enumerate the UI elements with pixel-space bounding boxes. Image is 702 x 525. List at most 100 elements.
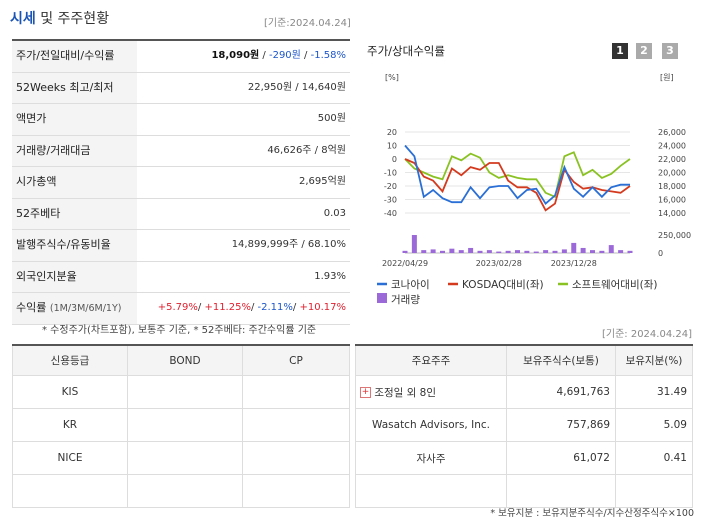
holder-name[interactable]: 조정일 외 8인 bbox=[374, 386, 436, 399]
y-left-tick-label: -20 bbox=[384, 182, 397, 191]
volume-bar bbox=[561, 249, 567, 253]
volume-bar bbox=[430, 249, 436, 253]
legend-swatch bbox=[377, 293, 387, 303]
vol-tick-label: 250,000 bbox=[658, 231, 691, 240]
info-value: 46,626주 / 8억원 bbox=[267, 144, 346, 156]
info-value: 18,090원 / -290원 / -1.58% bbox=[211, 50, 346, 61]
cell bbox=[242, 474, 350, 508]
volume-bar bbox=[580, 247, 586, 253]
table-row bbox=[12, 474, 350, 508]
price-chart: 20 10 0 -10 -20 -30 -40 26,000 24,000 22,000 20,00… bbox=[377, 73, 691, 306]
info-row: 액면가 500원 bbox=[12, 104, 350, 136]
right-note: * 보유지분 : 보유지분주식수/지수산정주식수×100 bbox=[490, 508, 694, 519]
returns-sublabel: (1M/3M/6M/1Y) bbox=[49, 303, 122, 314]
title-highlight: 시세 bbox=[10, 11, 36, 27]
volume-bar bbox=[505, 250, 511, 253]
table-header-row: 신용등급 BOND CP bbox=[12, 344, 350, 376]
y-right-unit: [원] bbox=[660, 73, 674, 82]
cell bbox=[127, 408, 243, 442]
section-title: 시세 및 주주현황 bbox=[10, 8, 109, 28]
volume-bar bbox=[449, 248, 455, 253]
y-right-tick-label: 22,000 bbox=[658, 155, 686, 164]
bottom-date-stamp: [기준: 2024.04.24] bbox=[601, 329, 692, 340]
y-right-tick-label: 26,000 bbox=[658, 128, 686, 137]
rate-value: -1.58% bbox=[310, 50, 346, 61]
x-tick-label: 2022/04/29 bbox=[382, 259, 428, 268]
cell: KR bbox=[12, 408, 128, 442]
date-stamp: [기준:2024.04.24] bbox=[264, 18, 351, 29]
cell bbox=[242, 375, 350, 409]
y-left-tick-label: -10 bbox=[384, 169, 397, 178]
info-row-price: 주가/전일대비/수익률 18,090원 / -290원 / -1.58% bbox=[12, 41, 350, 73]
volume-bar bbox=[627, 250, 633, 253]
info-value: 14,899,999주 / 68.10% bbox=[231, 239, 346, 250]
volume-bar bbox=[468, 247, 474, 253]
chart-tab-3[interactable]: 3 bbox=[662, 43, 678, 59]
y-right-tick-label: 24,000 bbox=[658, 142, 686, 151]
holder-name: Wasatch Advisors, Inc. bbox=[355, 408, 507, 442]
info-label: 52Weeks 최고/최저 bbox=[12, 72, 137, 103]
volume-bar bbox=[402, 250, 408, 253]
holder-name-cell[interactable]: + 조정일 외 8인 bbox=[355, 375, 507, 409]
cell bbox=[127, 441, 243, 475]
volume-bar bbox=[590, 250, 595, 253]
cell: 61,072 bbox=[506, 441, 616, 475]
y-left-tick-label: 0 bbox=[392, 155, 397, 164]
info-row: 52Weeks 최고/최저 22,950원 / 14,640원 bbox=[12, 72, 350, 104]
table-row bbox=[355, 474, 693, 508]
y-right-tick-label: 16,000 bbox=[658, 196, 686, 205]
volume-bar bbox=[599, 250, 605, 253]
volume-bar bbox=[477, 250, 483, 253]
table-row: NICE bbox=[12, 441, 350, 475]
cell: KIS bbox=[12, 375, 128, 409]
info-row: 52주베타 0.03 bbox=[12, 198, 350, 230]
returns-label: 수익률 bbox=[16, 301, 47, 314]
volume-bar bbox=[608, 245, 614, 253]
table-header-row: 주요주주 보유주식수(보통) 보유지분(%) bbox=[355, 344, 693, 376]
volume-bar bbox=[411, 235, 417, 253]
col-header: 신용등급 bbox=[12, 344, 128, 376]
table-row: KR bbox=[12, 408, 350, 442]
legend-label: 거래량 bbox=[391, 294, 420, 306]
volume-bar bbox=[524, 250, 530, 253]
info-label: 52주베타 bbox=[12, 198, 137, 229]
info-label: 거래량/거래대금 bbox=[12, 135, 137, 166]
volume-bar bbox=[458, 250, 464, 253]
chart-tab-2[interactable]: 2 bbox=[636, 43, 652, 59]
chart-title: 주가/상대수익률 bbox=[367, 44, 445, 58]
table-row: 자사주 61,072 0.41 bbox=[355, 441, 693, 475]
return-3m: +11.25% bbox=[204, 302, 251, 313]
info-value: 1.93% bbox=[314, 270, 346, 282]
title-rest: 및 주주현황 bbox=[40, 11, 110, 27]
info-label: 액면가 bbox=[12, 104, 137, 135]
cell: 4,691,763 bbox=[506, 375, 616, 409]
expand-plus-icon[interactable]: + bbox=[360, 387, 371, 398]
cell: 757,869 bbox=[506, 408, 616, 442]
price-value: 18,090원 bbox=[211, 50, 260, 61]
software-series-line bbox=[404, 151, 631, 199]
vol-tick-label: 0 bbox=[658, 249, 663, 258]
cell bbox=[615, 474, 693, 508]
info-row: 외국인지분율 1.93% bbox=[12, 261, 350, 293]
info-row: 거래량/거래대금 46,626주 / 8억원 bbox=[12, 135, 350, 167]
shareholders-table: 주요주주 보유주식수(보통) 보유지분(%) + 조정일 외 8인 4,691,… bbox=[355, 344, 693, 508]
legend-label: 코나아이 bbox=[391, 279, 430, 291]
return-1m: +5.79% bbox=[157, 302, 198, 313]
cell bbox=[242, 408, 350, 442]
volume-bar bbox=[515, 250, 520, 253]
y-left-tick-label: 20 bbox=[387, 128, 397, 137]
cell bbox=[506, 474, 616, 508]
volume-bar bbox=[421, 250, 427, 253]
volume-bar bbox=[496, 251, 502, 253]
cell bbox=[12, 474, 128, 508]
volume-bar bbox=[618, 250, 624, 253]
y-left-unit: [%] bbox=[385, 73, 399, 82]
volume-bar bbox=[486, 250, 492, 253]
price-info-table: 주가/전일대비/수익률 18,090원 / -290원 / -1.58% 52W… bbox=[12, 39, 350, 325]
volume-bar bbox=[552, 250, 558, 253]
table-row: + 조정일 외 8인 4,691,763 31.49 bbox=[355, 375, 693, 409]
cell: 0.41 bbox=[615, 441, 693, 475]
table-row: KIS bbox=[12, 375, 350, 409]
cell: 5.09 bbox=[615, 408, 693, 442]
chart-tab-1[interactable]: 1 bbox=[612, 43, 628, 59]
